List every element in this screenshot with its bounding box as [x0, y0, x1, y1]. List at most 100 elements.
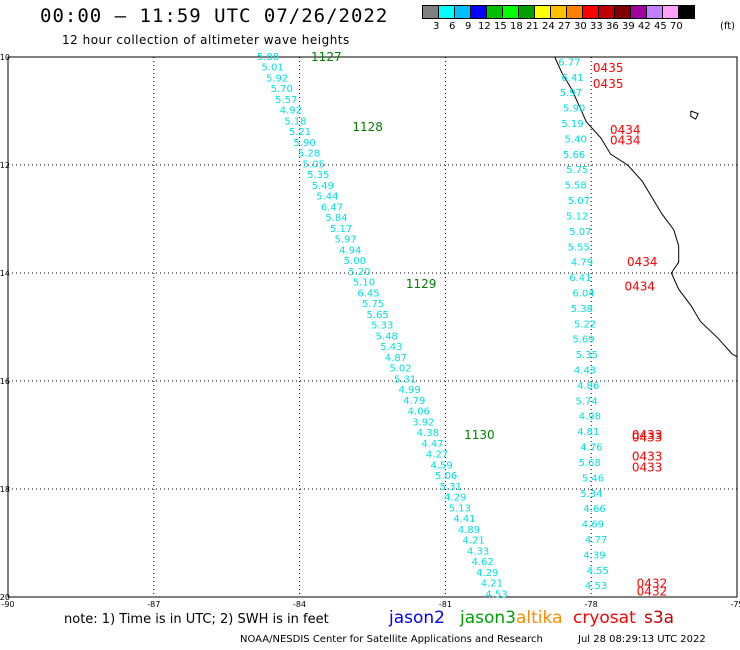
pass-time-label: 0434 — [610, 134, 641, 148]
wave-height-value: 4.87 — [385, 353, 407, 364]
wave-height-value: 4.81 — [577, 427, 599, 438]
wave-height-value: 5.66 — [563, 150, 585, 161]
wave-height-value: 4.92 — [280, 106, 302, 117]
wave-height-value: 4.21 — [481, 579, 503, 590]
wave-height-value: 4.55 — [587, 566, 609, 577]
wave-height-value: 5.31 — [440, 482, 462, 493]
colorbar-label: 36 — [606, 21, 619, 32]
wave-height-value: 4.59 — [430, 460, 452, 471]
wave-height-value: 4.89 — [458, 525, 480, 536]
colorbar-label: 30 — [574, 21, 587, 32]
colorbar — [422, 5, 695, 19]
colorbar-label: 27 — [558, 21, 571, 32]
wave-height-value: 4.47 — [421, 439, 443, 450]
wave-height-value: 4.21 — [462, 536, 484, 547]
coastline — [554, 56, 738, 358]
wave-height-value: 6.47 — [321, 202, 343, 213]
lon-tick-label: -81 — [439, 600, 452, 609]
wave-height-value: 5.33 — [371, 321, 393, 332]
lat-tick-label: -16 — [0, 377, 10, 386]
wave-height-value: 5.75 — [362, 299, 384, 310]
wave-height-value: 5.07 — [568, 196, 590, 207]
pass-time-label: 1129 — [406, 277, 437, 291]
wave-height-value: 4.77 — [585, 535, 607, 546]
wave-height-value: 5.12 — [566, 211, 588, 222]
wave-height-value: 5.69 — [572, 335, 594, 346]
colorbar-label: 21 — [526, 21, 539, 32]
wave-height-value: 5.68 — [579, 458, 601, 469]
wave-height-value: 4.62 — [472, 557, 494, 568]
wave-height-value: 5.05 — [303, 159, 325, 170]
wave-height-value: 5.88 — [257, 52, 279, 63]
wave-height-value: 5.40 — [565, 134, 587, 145]
wave-height-value: 5.31 — [394, 374, 416, 385]
wave-height-value: 4.69 — [582, 520, 604, 531]
colorbar-label: 45 — [654, 21, 667, 32]
colorbar-label: 15 — [494, 21, 507, 32]
wave-height-value: 5.28 — [298, 149, 320, 160]
wave-height-value: 4.53 — [485, 589, 507, 600]
pass-time-label: 0435 — [593, 77, 624, 91]
wave-height-value: 5.34 — [580, 489, 602, 500]
wave-height-value: 4.86 — [577, 381, 599, 392]
wave-height-value: 4.99 — [398, 385, 420, 396]
wave-height-value: 4.33 — [467, 546, 489, 557]
pass-time-label: 0432 — [637, 577, 668, 591]
wave-height-value: 5.57 — [275, 95, 297, 106]
map-frame — [7, 56, 738, 598]
colorbar-label: 9 — [465, 21, 472, 32]
pass-time-label: 0433 — [632, 431, 663, 445]
lat-tick-label: -10 — [0, 53, 10, 62]
lat-tick-label: -12 — [0, 161, 10, 170]
wave-height-value: 5.90 — [293, 138, 315, 149]
legend-cryosat: cryosat — [573, 608, 636, 628]
wave-height-value: 5.20 — [348, 267, 370, 278]
colorbar-label: 6 — [449, 21, 456, 32]
colorbar-label: 70 — [670, 21, 683, 32]
wave-height-value: 5.38 — [571, 304, 593, 315]
lon-tick-label: -87 — [147, 600, 160, 609]
lon-tick-label: -78 — [585, 600, 598, 609]
wave-height-value: 5.43 — [380, 342, 402, 353]
wave-height-value: 5.49 — [312, 181, 334, 192]
pass-time-label: 0435 — [593, 61, 624, 75]
wave-height-value: 4.98 — [579, 412, 601, 423]
wave-height-value: 5.48 — [376, 331, 398, 342]
wave-height-value: 4.41 — [453, 514, 475, 525]
colorbar-label: 33 — [590, 21, 603, 32]
wave-height-value: 5.58 — [564, 181, 586, 192]
wave-height-value: 5.18 — [284, 116, 306, 127]
wave-height-value: 5.06 — [435, 471, 457, 482]
wave-height-value: 4.53 — [585, 581, 607, 592]
wave-height-value: 5.19 — [561, 119, 583, 130]
wave-height-value: 4.79 — [571, 258, 593, 269]
wave-height-value: 6.45 — [357, 288, 379, 299]
pass-time-label: 1130 — [464, 428, 495, 442]
colorbar-label: 24 — [542, 21, 555, 32]
wave-height-value: 6.41 — [561, 73, 583, 84]
colorbar-swatch — [678, 5, 695, 19]
pass-time-label: 0434 — [627, 255, 658, 269]
wave-height-value: 5.97 — [335, 235, 357, 246]
wave-height-value: 5.84 — [325, 213, 347, 224]
footer-credit: NOAA/NESDIS Center for Satellite Applica… — [240, 634, 543, 645]
wave-height-value: 5.10 — [353, 278, 375, 289]
wave-height-value: 5.97 — [560, 88, 582, 99]
pass-time-label: 1127 — [311, 50, 342, 64]
wave-height-value: 5.70 — [271, 84, 293, 95]
wave-height-value: 4.27 — [426, 450, 448, 461]
colorbar-label: 12 — [478, 21, 491, 32]
island — [690, 110, 699, 120]
colorbar-label: 3 — [433, 21, 440, 32]
colorbar-label: 39 — [622, 21, 635, 32]
pass-time-label: 0433 — [632, 450, 663, 464]
colorbar-unit: (ft) — [720, 21, 736, 32]
wave-height-value: 5.21 — [289, 127, 311, 138]
wave-height-value: 5.13 — [449, 503, 471, 514]
wave-height-value: 5.02 — [389, 364, 411, 375]
wave-height-value: 5.17 — [330, 224, 352, 235]
wave-height-value: 4.79 — [403, 396, 425, 407]
lat-tick-label: -14 — [0, 269, 10, 278]
wave-height-value: 5.35 — [576, 350, 598, 361]
legend-s3a: s3a — [644, 608, 675, 628]
